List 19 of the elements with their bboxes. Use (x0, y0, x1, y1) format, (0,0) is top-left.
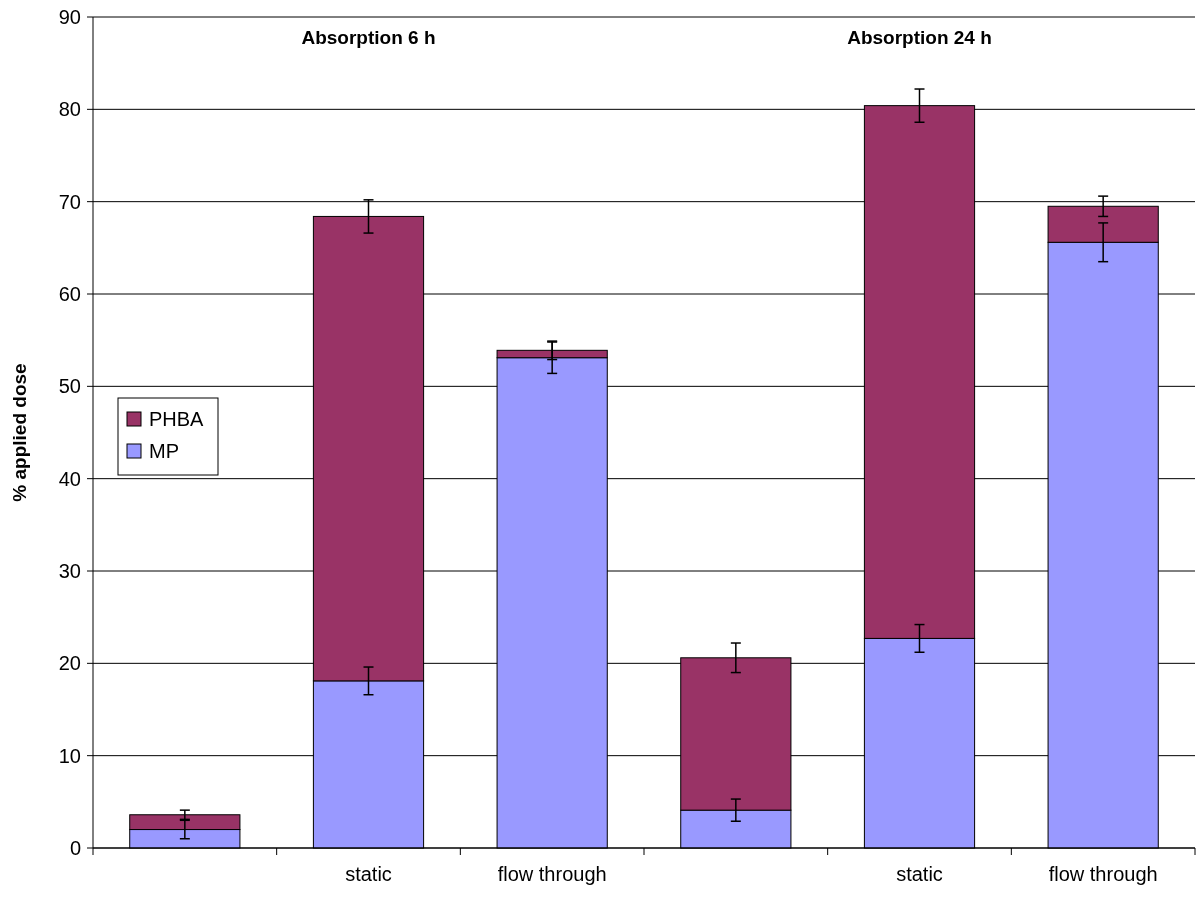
y-tick-label: 50 (58, 375, 81, 398)
legend-label: PHBA (149, 408, 205, 430)
x-tick-label: static (896, 863, 943, 885)
y-tick-label: 90 (58, 6, 81, 28)
y-tick-label: 10 (58, 744, 81, 767)
legend-label: MP (149, 440, 179, 462)
y-tick-label: 20 (58, 652, 81, 675)
annotation: Absorption 24 h (847, 26, 992, 48)
y-tick-label: 0 (69, 837, 81, 859)
y-axis-title: % applied dose (9, 363, 30, 502)
y-tick-label: 80 (58, 98, 81, 121)
x-tick-label: flow through (497, 863, 607, 885)
y-tick-label: 30 (58, 560, 81, 582)
y-tick-label: 60 (58, 283, 81, 305)
y-tick-label: 70 (58, 190, 81, 213)
annotation: Absorption 6 h (301, 26, 436, 48)
y-tick-label: 40 (58, 467, 81, 490)
x-tick-label: flow through (1048, 863, 1158, 885)
x-tick-label: static (345, 863, 392, 885)
